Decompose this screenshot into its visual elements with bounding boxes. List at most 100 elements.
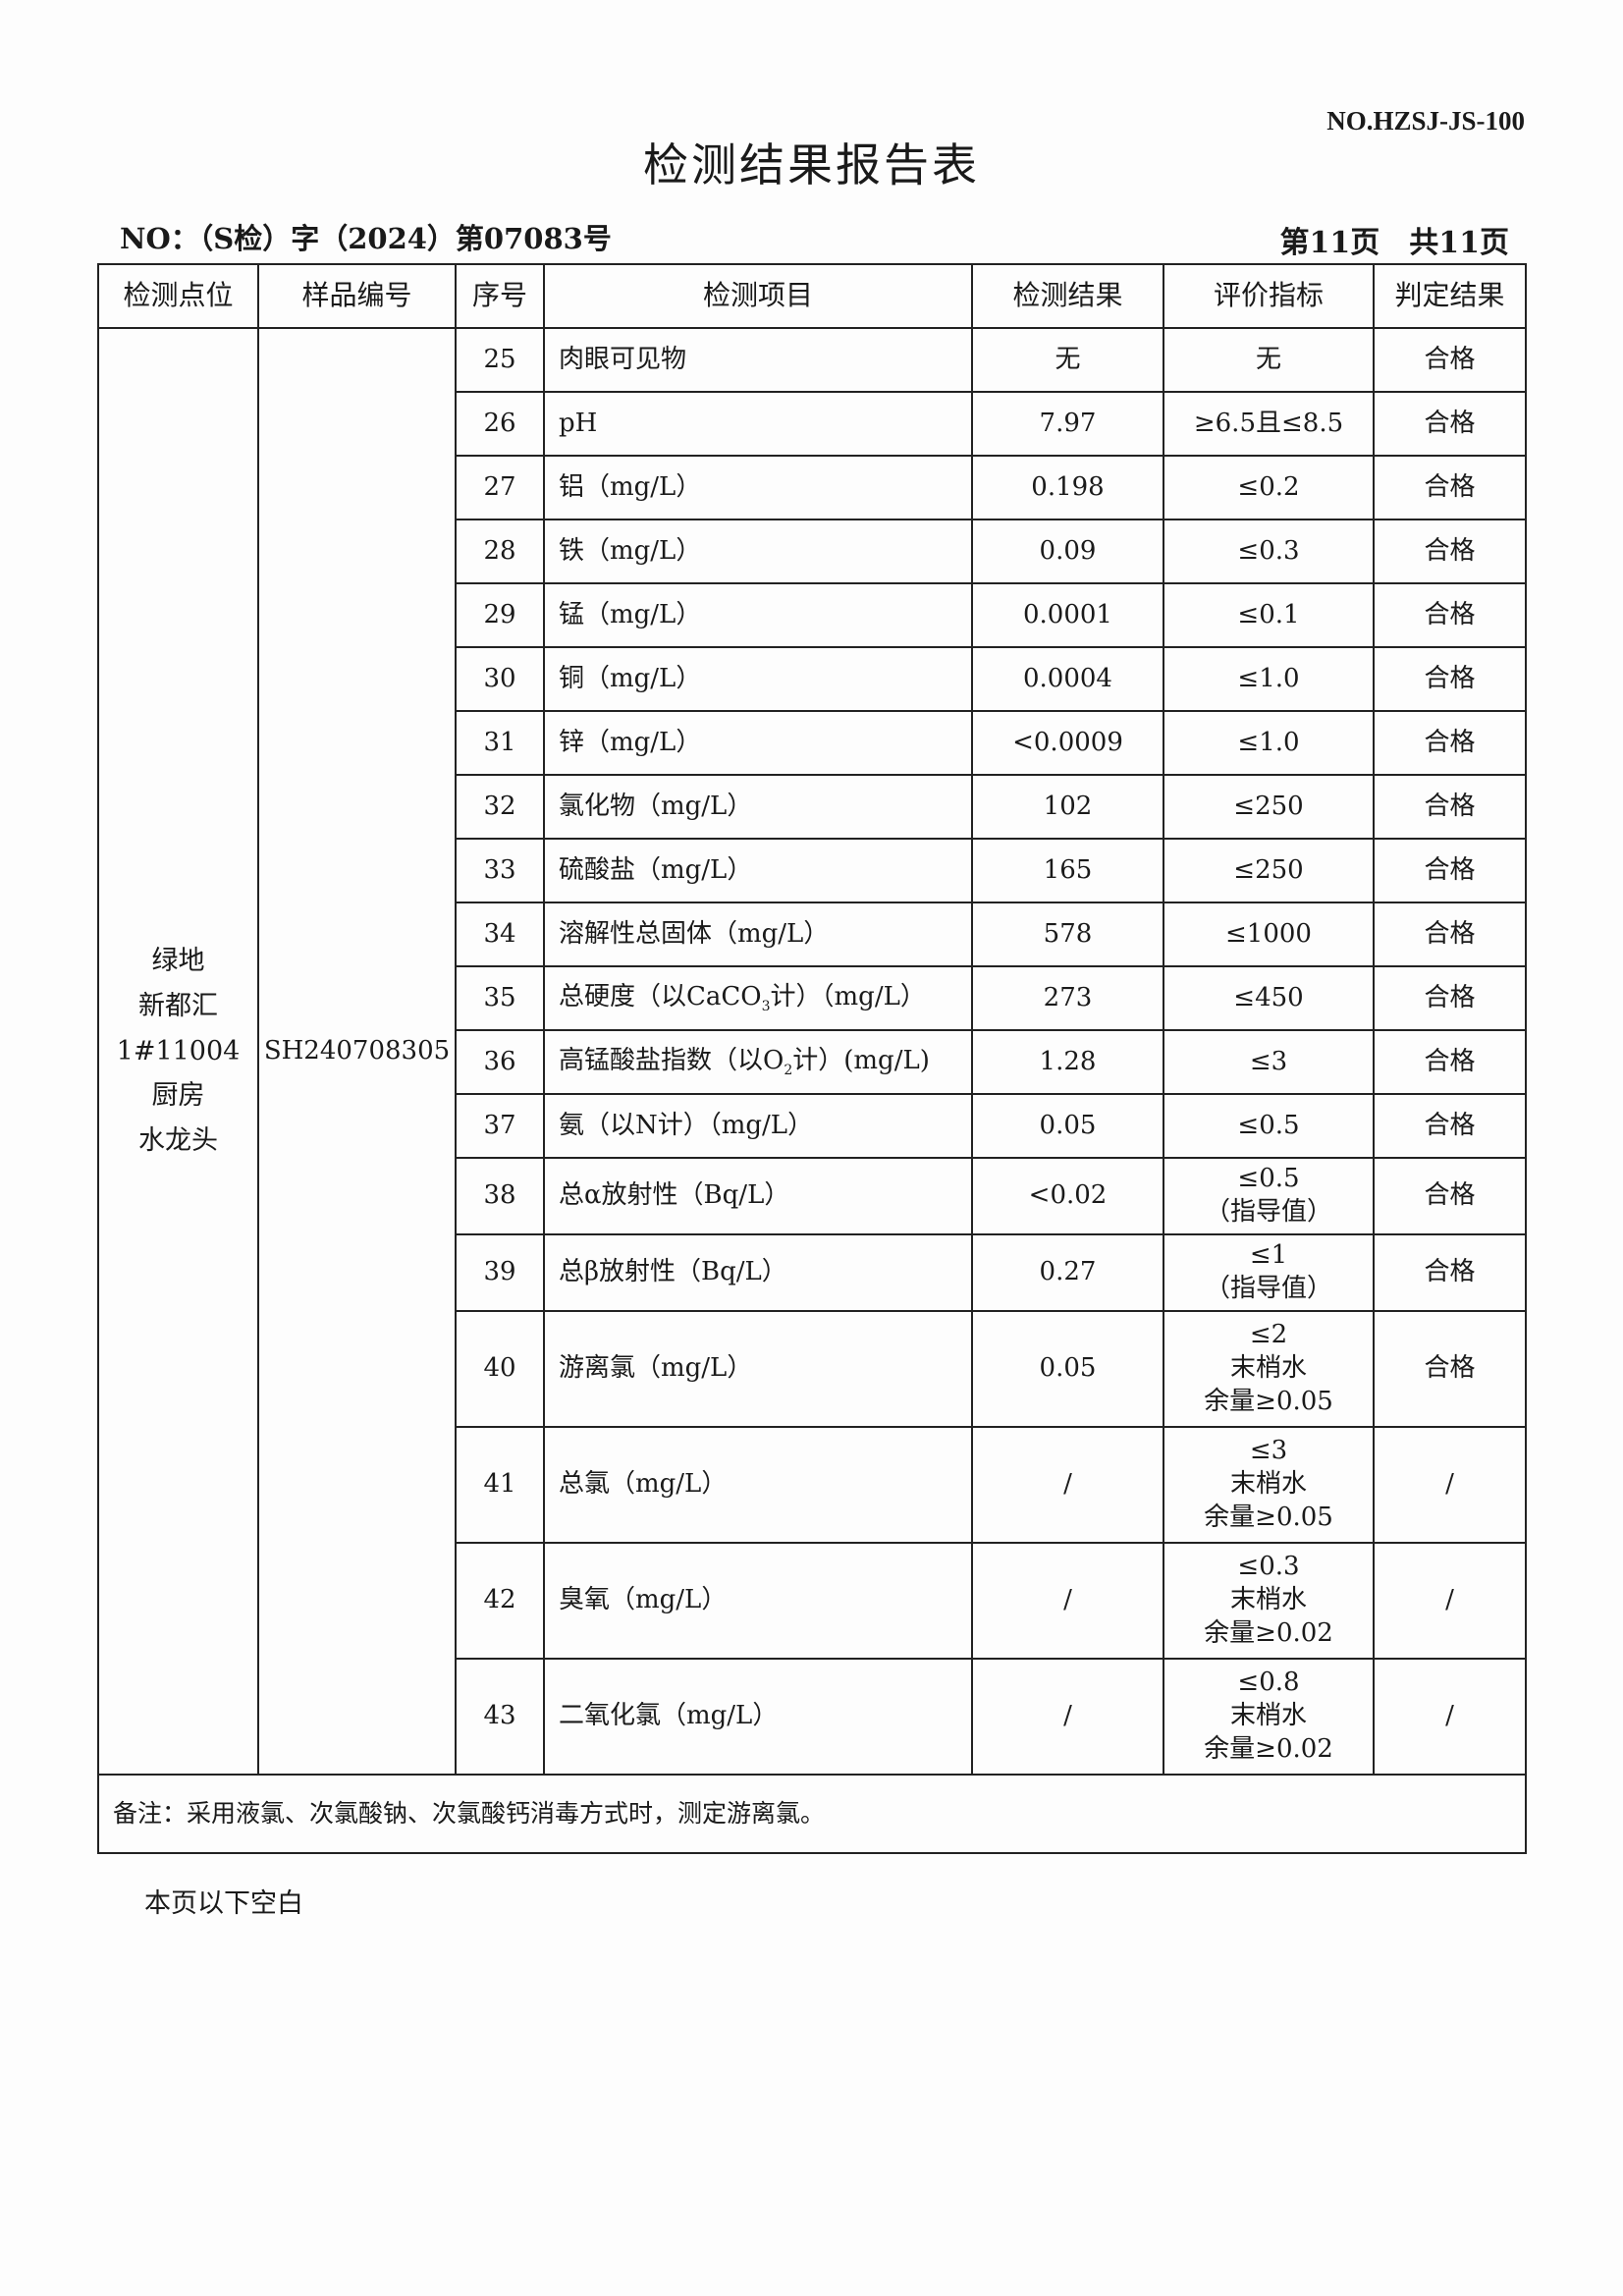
verdict-value: / xyxy=(1373,1542,1527,1660)
verdict-value: 合格 xyxy=(1373,519,1527,584)
table-row: 37 氨（以N计）（mg/L） 0.05 ≤0.5 合格 xyxy=(98,1093,1527,1159)
table-row: 36 高锰酸盐指数（以O2计）(mg/L) 1.28 ≤3 合格 xyxy=(98,1029,1527,1095)
result-value: / xyxy=(971,1658,1164,1776)
row-number: 43 xyxy=(455,1658,545,1776)
row-number: 30 xyxy=(455,646,545,712)
table-row: 43 二氧化氯（mg/L） / ≤0.8 末梢水 余量≥0.02/ xyxy=(98,1658,1527,1776)
verdict-value: 合格 xyxy=(1373,965,1527,1031)
item-name: 高锰酸盐指数（以O2计）(mg/L) xyxy=(543,1029,973,1095)
limit-value: ≤1 （指导值） xyxy=(1163,1233,1375,1312)
verdict-value: 合格 xyxy=(1373,902,1527,967)
header-site: 检测点位 xyxy=(97,263,259,329)
site-line: 新都汇 xyxy=(138,990,218,1021)
limit-line: ≤0.8 xyxy=(1237,1667,1300,1698)
table-row: 34 溶解性总固体（mg/L） 578 ≤1000 合格 xyxy=(98,902,1527,967)
limit-line: 余量≥0.02 xyxy=(1204,1617,1333,1648)
limit-value: 无 xyxy=(1163,327,1375,393)
result-value: <0.02 xyxy=(971,1157,1164,1235)
item-text: 计）（mg/L） xyxy=(770,981,926,1011)
table-row: 38 总α放射性（Bq/L） <0.02 ≤0.5 （指导值） 合格 xyxy=(98,1157,1527,1235)
item-name: 总β放射性（Bq/L） xyxy=(543,1233,973,1312)
item-name: pH xyxy=(543,391,973,457)
row-number: 34 xyxy=(455,902,545,967)
limit-value: ≤0.2 xyxy=(1163,455,1375,520)
table-row: 27 铝（mg/L） 0.198 ≤0.2 合格 xyxy=(98,455,1527,520)
limit-value: ≤0.1 xyxy=(1163,582,1375,648)
item-text: 计）(mg/L) xyxy=(792,1045,930,1075)
table-row: 30 铜（mg/L） 0.0004 ≤1.0 合格 xyxy=(98,646,1527,712)
verdict-value: 合格 xyxy=(1373,1233,1527,1312)
item-name: 铝（mg/L） xyxy=(543,455,973,520)
row-number: 25 xyxy=(455,327,545,393)
table-row: 绿地 新都汇 1#11004 厨房 水龙头 SH240708305 25 肉眼可见物无无合格 xyxy=(97,327,1527,1776)
result-value: 7.97 xyxy=(971,391,1164,457)
verdict-value: 合格 xyxy=(1373,1029,1527,1095)
limit-line: 余量≥0.02 xyxy=(1204,1733,1333,1764)
verdict-value: 合格 xyxy=(1373,646,1527,712)
item-name: 总硬度（以CaCO3计）（mg/L） xyxy=(543,965,973,1031)
row-number: 32 xyxy=(455,774,545,840)
item-name: 锌（mg/L） xyxy=(543,710,973,776)
verdict-value: 合格 xyxy=(1373,391,1527,457)
limit-line: （指导值） xyxy=(1204,1274,1332,1303)
item-name: 二氧化氯（mg/L） xyxy=(543,1658,973,1776)
table-row: 40 游离氯（mg/L） 0.05 ≤2 末梢水 余量≥0.05 合格 xyxy=(98,1310,1527,1428)
item-name: 锰（mg/L） xyxy=(543,582,973,648)
verdict-value: 合格 xyxy=(1373,455,1527,520)
item-name: 溶解性总固体（mg/L） xyxy=(543,902,973,967)
row-number: 28 xyxy=(455,519,545,584)
blank-note: 本页以下空白 xyxy=(144,1888,303,1919)
verdict-value: 合格 xyxy=(1373,1157,1527,1235)
item-name: 铁（mg/L） xyxy=(543,519,973,584)
remark-text: 备注：采用液氯、次氯酸钠、次氯酸钙消毒方式时，测定游离氯。 xyxy=(97,1774,1527,1854)
row-number: 27 xyxy=(455,455,545,520)
limit-line: （指导值） xyxy=(1204,1197,1332,1227)
report-number: NO：（S检）字（2024）第07083号 xyxy=(120,222,612,255)
page-info: 第11页 共11页 xyxy=(1279,226,1510,260)
result-value: / xyxy=(971,1542,1164,1660)
limit-line: 余量≥0.05 xyxy=(1204,1386,1333,1416)
row-number: 35 xyxy=(455,965,545,1031)
item-name: 铜（mg/L） xyxy=(543,646,973,712)
verdict-value: 合格 xyxy=(1373,838,1527,903)
result-value: 0.198 xyxy=(971,455,1164,520)
site-line: 1#11004 xyxy=(116,1035,241,1066)
header-sample-id: 样品编号 xyxy=(257,263,457,329)
row-number: 29 xyxy=(455,582,545,648)
limit-line: ≤0.3 xyxy=(1237,1552,1300,1582)
limit-value: ≤450 xyxy=(1163,965,1375,1031)
result-value: 165 xyxy=(971,838,1164,903)
item-name: 氨（以N计）（mg/L） xyxy=(543,1093,973,1159)
item-name: 总氯（mg/L） xyxy=(543,1426,973,1544)
row-number: 37 xyxy=(455,1093,545,1159)
item-name: 臭氧（mg/L） xyxy=(543,1542,973,1660)
row-number: 42 xyxy=(455,1542,545,1660)
limit-value: ≤0.3 xyxy=(1163,519,1375,584)
limit-value: ≤0.3 末梢水 余量≥0.02 xyxy=(1163,1542,1375,1660)
remark-row: 备注：采用液氯、次氯酸钠、次氯酸钙消毒方式时，测定游离氯。 xyxy=(97,1774,1527,1854)
limit-value: ≥6.5且≤8.5 xyxy=(1163,391,1375,457)
header-item: 检测项目 xyxy=(543,263,973,329)
table-row: 33 硫酸盐（mg/L） 165 ≤250 合格 xyxy=(98,838,1527,903)
verdict-value: / xyxy=(1373,1658,1527,1776)
verdict-value: 合格 xyxy=(1373,582,1527,648)
limit-value: ≤3 末梢水 余量≥0.05 xyxy=(1163,1426,1375,1544)
header-verdict: 判定结果 xyxy=(1373,263,1527,329)
item-name: 氯化物（mg/L） xyxy=(543,774,973,840)
sample-id-cell: SH240708305 xyxy=(257,327,457,1776)
limit-line: ≤0.5 xyxy=(1237,1164,1300,1194)
limit-line: 末梢水 xyxy=(1229,1469,1307,1500)
result-value: 273 xyxy=(971,965,1164,1031)
verdict-value: 合格 xyxy=(1373,1093,1527,1159)
verdict-value: 合格 xyxy=(1373,1310,1527,1428)
site-line: 厨房 xyxy=(151,1080,205,1112)
result-value: 无 xyxy=(971,327,1164,393)
verdict-value: 合格 xyxy=(1373,710,1527,776)
limit-value: ≤1.0 xyxy=(1163,646,1375,712)
table-header-row: 检测点位 样品编号 序号 检测项目 检测结果 评价指标 判定结果 xyxy=(97,263,1527,329)
limit-value: ≤0.5 xyxy=(1163,1093,1375,1159)
limit-line: ≤2 xyxy=(1249,1320,1288,1350)
limit-line: 末梢水 xyxy=(1229,1585,1307,1615)
limit-line: 末梢水 xyxy=(1229,1701,1307,1731)
